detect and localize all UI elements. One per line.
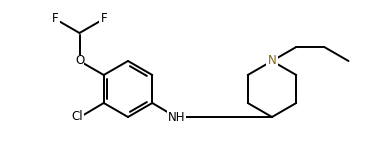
Text: Cl: Cl bbox=[72, 111, 83, 124]
Text: F: F bbox=[52, 13, 59, 26]
Text: F: F bbox=[100, 13, 107, 26]
Text: O: O bbox=[75, 54, 84, 67]
Text: NH: NH bbox=[168, 111, 185, 124]
Text: N: N bbox=[267, 54, 276, 67]
